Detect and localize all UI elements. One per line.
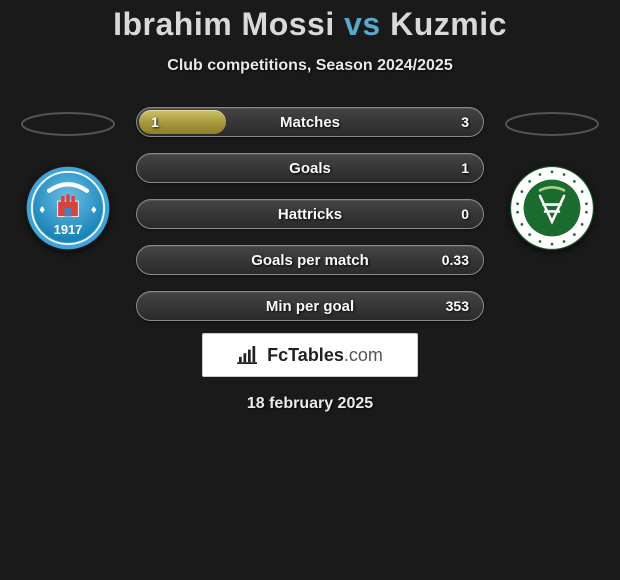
stat-label: Matches [137, 114, 483, 131]
stat-label: Min per goal [137, 298, 483, 315]
barchart-icon [237, 346, 259, 364]
player1-name: Ibrahim Mossi [113, 6, 335, 42]
viborg-logo-icon [509, 165, 595, 251]
vs-text: vs [344, 6, 381, 42]
brand-ext: .com [344, 345, 383, 365]
team-right-logo [509, 165, 595, 251]
team-left-logo: 1917 [25, 165, 111, 251]
stats-column: 1Matches3 Goals1 Hattricks0 Goals per match… [136, 107, 484, 321]
stat-row: Min per goal353 [136, 291, 484, 321]
player2-name: Kuzmic [390, 6, 507, 42]
subtitle: Club competitions, Season 2024/2025 [167, 57, 452, 75]
date-text: 18 february 2025 [247, 395, 373, 413]
brand-box[interactable]: FcTables.com [202, 333, 418, 377]
photo-placeholder-left [20, 111, 116, 137]
silkeborg-logo-icon: 1917 [25, 165, 111, 251]
stat-row: Goals1 [136, 153, 484, 183]
svg-text:1917: 1917 [54, 222, 83, 237]
brand-name: FcTables.com [267, 345, 383, 366]
page-title: Ibrahim Mossi vs Kuzmic [113, 6, 507, 43]
stat-row: Goals per match0.33 [136, 245, 484, 275]
main-row: 1917 1Matches3 Goals1 Hattricks0 Goals per … [0, 107, 620, 321]
photo-placeholder-right [504, 111, 600, 137]
left-side-col: 1917 [18, 107, 118, 251]
stat-label: Goals [137, 160, 483, 177]
right-side-col [502, 107, 602, 251]
stat-label: Goals per match [137, 252, 483, 269]
stat-label: Hattricks [137, 206, 483, 223]
stat-row: Hattricks0 [136, 199, 484, 229]
brand-main: FcTables [267, 345, 344, 365]
stat-row: 1Matches3 [136, 107, 484, 137]
